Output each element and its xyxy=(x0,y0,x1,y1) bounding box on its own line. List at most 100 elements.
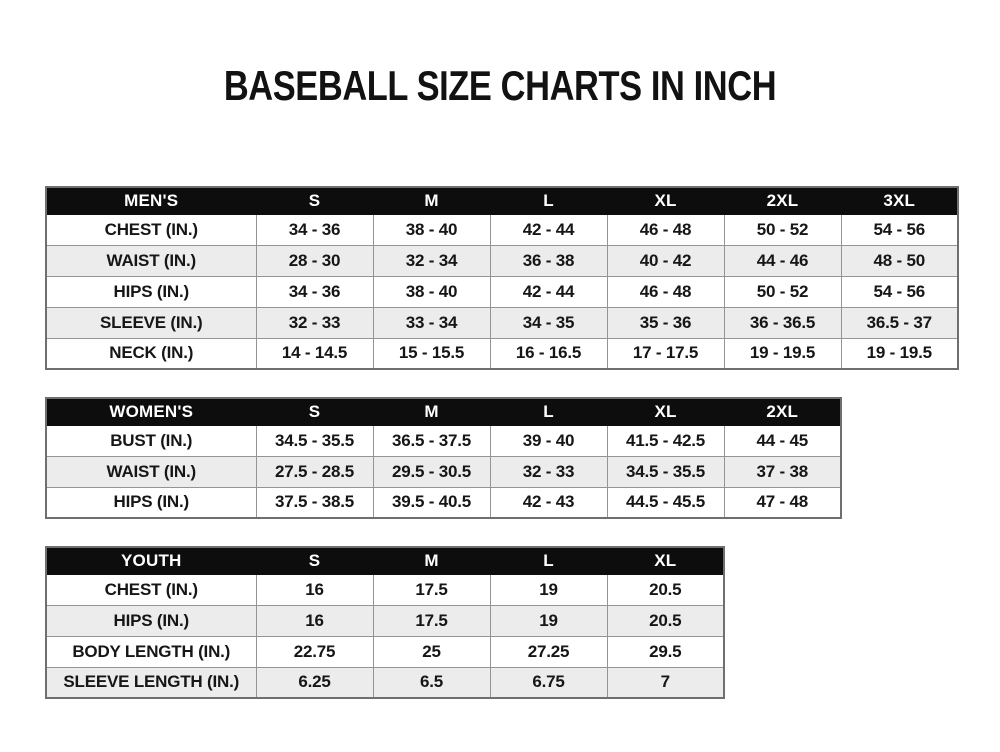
value-cell: 32 - 33 xyxy=(489,455,608,488)
size-header-cell: XL xyxy=(606,546,725,575)
value-cell: 39.5 - 40.5 xyxy=(372,486,491,519)
value-cell: 20.5 xyxy=(606,573,725,606)
value-cell: 42 - 44 xyxy=(489,213,608,246)
size-header-cell: L xyxy=(489,397,608,426)
value-cell: 28 - 30 xyxy=(255,244,374,277)
row-label-cell: SLEEVE (IN.) xyxy=(45,306,257,339)
table-row: SLEEVE (IN.) 32 - 33 33 - 34 34 - 35 35 - 36… xyxy=(45,306,959,339)
value-cell: 44 - 46 xyxy=(723,244,842,277)
value-cell: 48 - 50 xyxy=(840,244,959,277)
value-cell: 20.5 xyxy=(606,604,725,637)
value-cell: 14 - 14.5 xyxy=(255,337,374,370)
value-cell: 29.5 xyxy=(606,635,725,668)
size-header-cell: S xyxy=(255,186,374,215)
value-cell: 37 - 38 xyxy=(723,455,842,488)
value-cell: 54 - 56 xyxy=(840,213,959,246)
row-label-cell: HIPS (IN.) xyxy=(45,275,257,308)
table-row: CHEST (IN.) 34 - 36 38 - 40 42 - 44 46 - 48 5… xyxy=(45,213,959,246)
value-cell: 16 - 16.5 xyxy=(489,337,608,370)
value-cell: 34 - 36 xyxy=(255,213,374,246)
size-header-cell: 2XL xyxy=(723,186,842,215)
youth-header-row: YOUTH S M L XL xyxy=(45,546,725,575)
size-header-cell: 2XL xyxy=(723,397,842,426)
value-cell: 17 - 17.5 xyxy=(606,337,725,370)
mens-size-table: MEN'S S M L XL 2XL 3XL CHEST (IN.) 34 - 36 38 - 4… xyxy=(45,186,959,370)
size-header-cell: L xyxy=(489,186,608,215)
value-cell: 17.5 xyxy=(372,573,491,606)
value-cell: 44 - 45 xyxy=(723,424,842,457)
value-cell: 36 - 36.5 xyxy=(723,306,842,339)
value-cell: 34.5 - 35.5 xyxy=(606,455,725,488)
value-cell: 32 - 34 xyxy=(372,244,491,277)
value-cell: 25 xyxy=(372,635,491,668)
value-cell: 6.75 xyxy=(489,666,608,699)
value-cell: 34 - 36 xyxy=(255,275,374,308)
table-row: BUST (IN.) 34.5 - 35.5 36.5 - 37.5 39 - 40 4… xyxy=(45,424,842,457)
size-header-cell: M xyxy=(372,546,491,575)
womens-size-table: WOMEN'S S M L XL 2XL BUST (IN.) 34.5 - 35.5 36.5… xyxy=(45,397,842,519)
womens-header-row: WOMEN'S S M L XL 2XL xyxy=(45,397,842,426)
table-row: BODY LENGTH (IN.) 22.75 25 27.25 29.5 xyxy=(45,635,725,668)
table-row: HIPS (IN.) 34 - 36 38 - 40 42 - 44 46 - 48 50… xyxy=(45,275,959,308)
value-cell: 36 - 38 xyxy=(489,244,608,277)
value-cell: 32 - 33 xyxy=(255,306,374,339)
value-cell: 27.25 xyxy=(489,635,608,668)
row-label-cell: CHEST (IN.) xyxy=(45,213,257,246)
table-row: HIPS (IN.) 16 17.5 19 20.5 xyxy=(45,604,725,637)
value-cell: 27.5 - 28.5 xyxy=(255,455,374,488)
table-row: SLEEVE LENGTH (IN.) 6.25 6.5 6.75 7 xyxy=(45,666,725,699)
value-cell: 16 xyxy=(255,573,374,606)
value-cell: 36.5 - 37 xyxy=(840,306,959,339)
youth-size-table: YOUTH S M L XL CHEST (IN.) 16 17.5 19 20.5 HIPS (I… xyxy=(45,546,725,699)
size-header-cell: XL xyxy=(606,186,725,215)
value-cell: 41.5 - 42.5 xyxy=(606,424,725,457)
size-header-cell: M xyxy=(372,397,491,426)
value-cell: 40 - 42 xyxy=(606,244,725,277)
value-cell: 54 - 56 xyxy=(840,275,959,308)
value-cell: 34.5 - 35.5 xyxy=(255,424,374,457)
table-row: NECK (IN.) 14 - 14.5 15 - 15.5 16 - 16.5 17 … xyxy=(45,337,959,370)
value-cell: 44.5 - 45.5 xyxy=(606,486,725,519)
table-row: CHEST (IN.) 16 17.5 19 20.5 xyxy=(45,573,725,606)
table-title-cell: WOMEN'S xyxy=(45,397,257,426)
value-cell: 15 - 15.5 xyxy=(372,337,491,370)
value-cell: 19 - 19.5 xyxy=(840,337,959,370)
table-row: WAIST (IN.) 28 - 30 32 - 34 36 - 38 40 - 42 4… xyxy=(45,244,959,277)
size-header-cell: S xyxy=(255,397,374,426)
value-cell: 6.5 xyxy=(372,666,491,699)
row-label-cell: HIPS (IN.) xyxy=(45,604,257,637)
row-label-cell: BUST (IN.) xyxy=(45,424,257,457)
table-row: HIPS (IN.) 37.5 - 38.5 39.5 - 40.5 42 - 43 4… xyxy=(45,486,842,519)
value-cell: 46 - 48 xyxy=(606,275,725,308)
value-cell: 36.5 - 37.5 xyxy=(372,424,491,457)
row-label-cell: SLEEVE LENGTH (IN.) xyxy=(45,666,257,699)
value-cell: 35 - 36 xyxy=(606,306,725,339)
row-label-cell: HIPS (IN.) xyxy=(45,486,257,519)
value-cell: 17.5 xyxy=(372,604,491,637)
size-header-cell: M xyxy=(372,186,491,215)
size-header-cell: L xyxy=(489,546,608,575)
row-label-cell: WAIST (IN.) xyxy=(45,455,257,488)
value-cell: 46 - 48 xyxy=(606,213,725,246)
row-label-cell: CHEST (IN.) xyxy=(45,573,257,606)
row-label-cell: BODY LENGTH (IN.) xyxy=(45,635,257,668)
table-title-cell: MEN'S xyxy=(45,186,257,215)
value-cell: 39 - 40 xyxy=(489,424,608,457)
value-cell: 33 - 34 xyxy=(372,306,491,339)
row-label-cell: WAIST (IN.) xyxy=(45,244,257,277)
value-cell: 16 xyxy=(255,604,374,637)
page-title: BASEBALL SIZE CHARTS IN INCH xyxy=(223,62,777,109)
value-cell: 19 xyxy=(489,573,608,606)
value-cell: 19 - 19.5 xyxy=(723,337,842,370)
value-cell: 42 - 43 xyxy=(489,486,608,519)
size-header-cell: 3XL xyxy=(840,186,959,215)
size-chart-page: BASEBALL SIZE CHARTS IN INCH MEN'S S M L XL 2… xyxy=(45,62,959,699)
value-cell: 47 - 48 xyxy=(723,486,842,519)
row-label-cell: NECK (IN.) xyxy=(45,337,257,370)
value-cell: 37.5 - 38.5 xyxy=(255,486,374,519)
mens-header-row: MEN'S S M L XL 2XL 3XL xyxy=(45,186,959,215)
value-cell: 29.5 - 30.5 xyxy=(372,455,491,488)
value-cell: 38 - 40 xyxy=(372,275,491,308)
table-row: WAIST (IN.) 27.5 - 28.5 29.5 - 30.5 32 - 33… xyxy=(45,455,842,488)
value-cell: 42 - 44 xyxy=(489,275,608,308)
